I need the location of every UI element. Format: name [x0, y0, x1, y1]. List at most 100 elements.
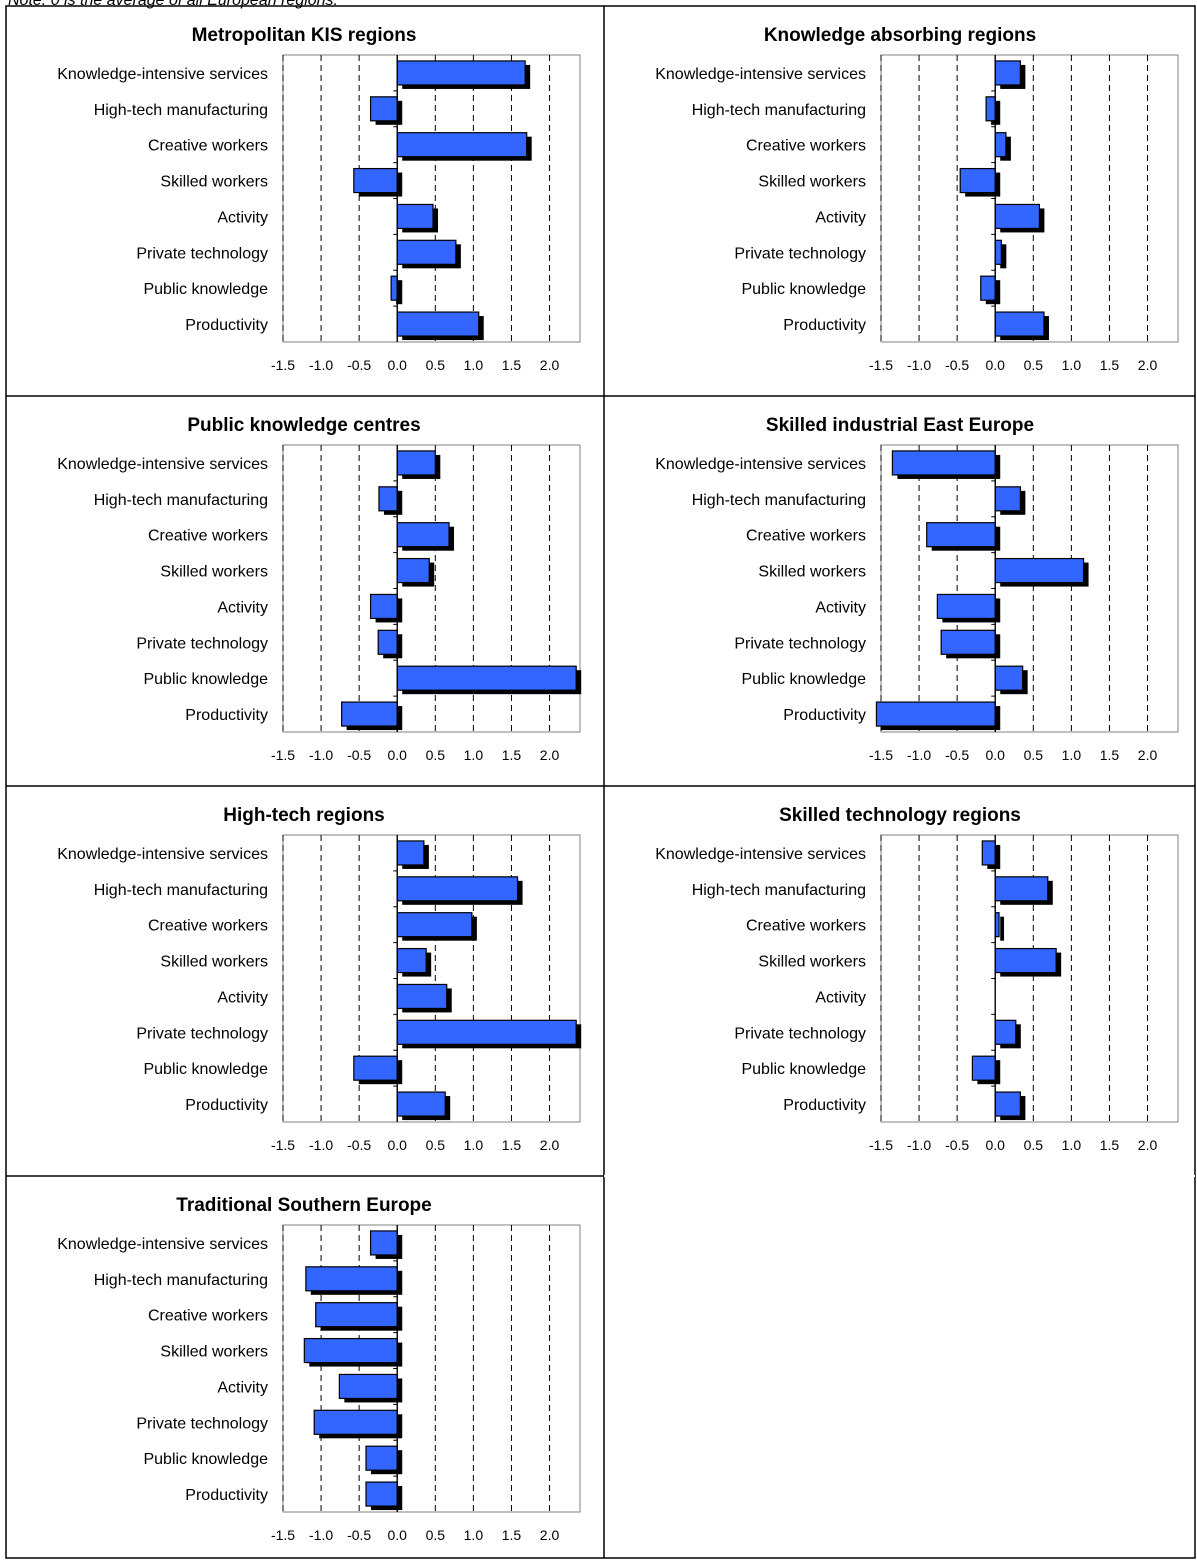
- category-label: Private technology: [136, 1415, 268, 1432]
- plot-area: [282, 54, 581, 343]
- bar: [994, 1019, 1017, 1045]
- tick-label: 2.0: [540, 1527, 560, 1543]
- bar: [369, 96, 398, 122]
- category-label: Private technology: [734, 245, 866, 262]
- tick-label: 0.0: [387, 1137, 407, 1153]
- bar: [971, 1055, 996, 1081]
- chart-title: Public knowledge centres: [187, 415, 420, 436]
- category-label: Public knowledge: [143, 671, 268, 688]
- chart-note: Note: 0 is the average of all European r…: [8, 0, 338, 9]
- tick-label: 0.0: [985, 747, 1005, 763]
- tick-label: -0.5: [347, 747, 371, 763]
- bar: [303, 1337, 398, 1364]
- category-label: High-tech manufacturing: [692, 102, 866, 119]
- category-label: Knowledge-intensive services: [57, 456, 268, 473]
- chart-panel-4: Skilled industrial East Europe Knowledge-…: [655, 415, 1179, 763]
- category-label: Activity: [217, 989, 268, 1006]
- category-label: High-tech manufacturing: [692, 882, 866, 899]
- bar: [994, 947, 1057, 974]
- category-label: Creative workers: [148, 138, 268, 155]
- bar: [985, 96, 996, 122]
- bar: [959, 167, 996, 194]
- bar: [396, 239, 457, 265]
- tick-label: 0.0: [387, 357, 407, 373]
- tick-label: 1.5: [1100, 1137, 1120, 1153]
- tick-label: 0.5: [426, 1527, 446, 1543]
- category-label: Private technology: [136, 635, 268, 652]
- tick-label: 0.0: [387, 747, 407, 763]
- category-label: Knowledge-intensive services: [57, 66, 268, 83]
- category-label: High-tech manufacturing: [692, 492, 866, 509]
- tick-label: -0.5: [347, 1137, 371, 1153]
- category-label: Productivity: [185, 1097, 268, 1114]
- category-label: Creative workers: [148, 1308, 268, 1325]
- bar: [305, 1266, 398, 1292]
- tick-label: 2.0: [540, 1137, 560, 1153]
- category-label: High-tech manufacturing: [94, 102, 268, 119]
- tick-label: 1.0: [1062, 357, 1082, 373]
- category-label: Skilled workers: [758, 174, 866, 191]
- tick-label: -1.5: [271, 357, 295, 373]
- category-label: Knowledge-intensive services: [655, 846, 866, 863]
- tick-label: -1.0: [309, 747, 333, 763]
- chart-title: Traditional Southern Europe: [176, 1195, 431, 1216]
- bar-shadow: [1000, 244, 1007, 269]
- plot-area: [880, 444, 1179, 733]
- category-label: Creative workers: [148, 918, 268, 935]
- tick-label: -1.0: [907, 747, 931, 763]
- category-label: Activity: [815, 209, 866, 226]
- chart-panel-6: Skilled technology regions Knowledge-inte…: [655, 805, 1179, 1153]
- category-label: Productivity: [783, 317, 866, 334]
- bar: [396, 983, 448, 1010]
- bar: [313, 1409, 398, 1435]
- tick-label: 2.0: [1138, 357, 1158, 373]
- category-label: Public knowledge: [143, 1451, 268, 1468]
- tick-label: 0.5: [426, 357, 446, 373]
- bar: [926, 522, 996, 548]
- bar: [396, 132, 528, 158]
- bar: [396, 557, 430, 584]
- tick-label: 1.5: [1100, 357, 1120, 373]
- category-label: Skilled workers: [160, 564, 268, 581]
- category-label: Public knowledge: [741, 1061, 866, 1078]
- chart-panel-2: Knowledge absorbing regions Knowledge-int…: [655, 25, 1179, 373]
- chart-title: High-tech regions: [223, 805, 385, 826]
- tick-label: -1.5: [869, 1137, 893, 1153]
- category-label: Productivity: [185, 317, 268, 334]
- category-label: Private technology: [734, 635, 866, 652]
- category-label: Creative workers: [746, 918, 866, 935]
- bar: [396, 60, 526, 86]
- bar: [396, 203, 434, 230]
- category-label: Knowledge-intensive services: [57, 846, 268, 863]
- tick-label: 2.0: [540, 357, 560, 373]
- category-label: Private technology: [136, 245, 268, 262]
- category-label: Activity: [217, 599, 268, 616]
- chart-panel-3: Public knowledge centres Knowledge-intens…: [57, 415, 582, 763]
- category-label: Public knowledge: [741, 281, 866, 298]
- bar: [341, 701, 398, 727]
- bar: [369, 1230, 398, 1256]
- category-label: Skilled workers: [160, 954, 268, 971]
- bar-shadow: [1000, 916, 1005, 941]
- category-label: Activity: [815, 599, 866, 616]
- bar: [396, 311, 480, 337]
- bar: [994, 557, 1085, 584]
- tick-label: -1.0: [309, 1527, 333, 1543]
- tick-label: -1.0: [907, 357, 931, 373]
- tick-label: -0.5: [347, 357, 371, 373]
- bar: [994, 665, 1024, 691]
- tick-label: -1.0: [309, 1137, 333, 1153]
- tick-label: 1.5: [502, 1137, 522, 1153]
- category-label: Skilled workers: [758, 564, 866, 581]
- tick-label: 0.5: [426, 747, 446, 763]
- tick-label: -1.5: [869, 747, 893, 763]
- tick-label: 0.5: [1024, 747, 1044, 763]
- bar: [994, 1091, 1021, 1117]
- bar: [338, 1373, 398, 1400]
- chart-title: Skilled technology regions: [779, 805, 1021, 826]
- bar: [994, 486, 1021, 512]
- tick-label: 1.0: [464, 1527, 484, 1543]
- bar: [396, 876, 519, 902]
- bar: [875, 701, 996, 727]
